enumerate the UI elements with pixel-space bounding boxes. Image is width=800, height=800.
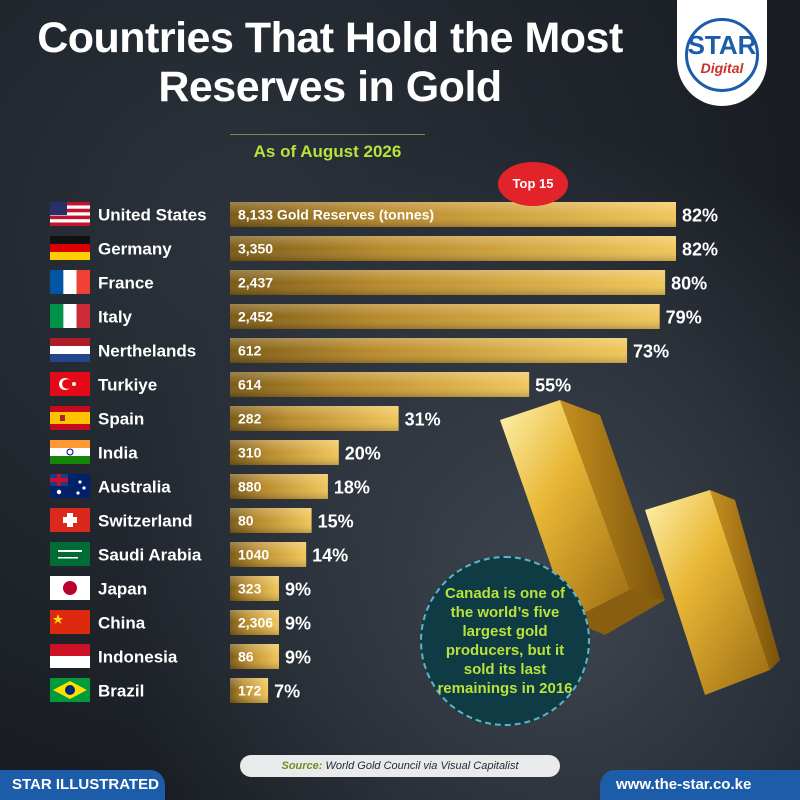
percent-label: 82%: [682, 206, 718, 226]
source-note: Source: World Gold Council via Visual Ca…: [240, 755, 560, 777]
reserve-value-label: 614: [238, 377, 262, 393]
cn-flag-icon: [50, 610, 90, 634]
country-label: Nerthelands: [98, 342, 196, 361]
bar-sheen: [230, 474, 328, 499]
id-flag-icon: [50, 644, 90, 668]
country-label: Italy: [98, 308, 133, 327]
bar-sheen: [230, 236, 676, 261]
subtitle: As of August 2026: [230, 134, 425, 162]
country-label: Saudi Arabia: [98, 546, 202, 565]
us-flag-icon: [50, 202, 90, 226]
percent-label: 79%: [666, 308, 702, 328]
es-flag-icon: [50, 406, 90, 430]
it-flag-icon: [50, 304, 90, 328]
percent-label: 20%: [345, 444, 381, 464]
footer-star-illustrated: STAR ILLUSTRATED: [0, 770, 165, 800]
bar-sheen: [230, 304, 660, 329]
flags-layer: [50, 202, 90, 702]
bar-sheen: [230, 372, 530, 397]
bars-layer: [230, 202, 676, 703]
star-digital-logo: STAR Digital: [677, 0, 767, 106]
percent-label: 80%: [671, 274, 707, 294]
country-label: Australia: [98, 478, 171, 497]
footer-website-link[interactable]: www.the-star.co.ke: [600, 770, 800, 800]
reserve-value-label: 86: [238, 649, 254, 665]
percent-label: 7%: [274, 682, 300, 702]
nl-flag-icon: [50, 338, 90, 362]
bar-sheen: [230, 440, 339, 465]
bar-sheen: [230, 576, 279, 601]
canada-callout: Canada is one of the world’s five larges…: [420, 556, 590, 726]
reserve-value-label: 323: [238, 581, 262, 597]
country-label: India: [98, 444, 138, 463]
bar-sheen: [230, 610, 279, 635]
reserve-value-label: 880: [238, 479, 262, 495]
country-label: Switzerland: [98, 512, 192, 531]
reserve-value-label: 1040: [238, 547, 269, 563]
source-text: World Gold Council via Visual Capitalist: [325, 760, 519, 772]
reserve-value-label: 2,306: [238, 615, 273, 631]
country-label: United States: [98, 206, 207, 225]
country-label: France: [98, 274, 154, 293]
au-flag-icon: [50, 474, 90, 498]
reserve-value-label: 612: [238, 343, 262, 359]
logo-name: STAR: [687, 30, 757, 60]
page-title: Countries That Hold the Most Reserves in…: [0, 14, 660, 112]
tr-flag-icon: [50, 372, 90, 396]
percent-label: 18%: [334, 478, 370, 498]
fr-flag-icon: [50, 270, 90, 294]
in-flag-icon: [50, 440, 90, 464]
reserve-value-label: 310: [238, 445, 262, 461]
percent-label: 9%: [285, 614, 311, 634]
country-label: Indonesia: [98, 648, 178, 667]
labels-layer: United States 8,133 Gold Reserves (tonnes…: [98, 206, 718, 702]
ch-flag-icon: [50, 508, 90, 532]
country-label: Brazil: [98, 682, 144, 701]
percent-label: 14%: [312, 546, 348, 566]
country-label: Spain: [98, 410, 144, 429]
bar-sheen: [230, 542, 307, 567]
bar-sheen: [230, 202, 676, 227]
title-line-1: Countries That Hold the Most: [37, 14, 623, 62]
reserve-value-label: 172: [238, 683, 262, 699]
country-label: Turkiye: [98, 376, 157, 395]
country-label: Germany: [98, 240, 172, 259]
logo-ring: [685, 18, 759, 92]
gold-bar-large: [500, 400, 665, 635]
percent-label: 15%: [318, 512, 354, 532]
reserve-value-label: 3,350: [238, 241, 273, 257]
reserve-value-label: 2,437: [238, 275, 273, 291]
percent-label: 9%: [285, 648, 311, 668]
jp-flag-icon: [50, 576, 90, 600]
percent-label: 73%: [633, 342, 669, 362]
percent-label: 31%: [405, 410, 441, 430]
country-label: Japan: [98, 580, 147, 599]
reserve-value-label: 8,133 Gold Reserves (tonnes): [238, 207, 434, 223]
reserve-value-label: 80: [238, 513, 254, 529]
logo-sub: Digital: [700, 60, 744, 76]
percent-label: 82%: [682, 240, 718, 260]
reserve-value-label: 282: [238, 411, 262, 427]
percent-label: 9%: [285, 580, 311, 600]
bar-sheen: [230, 406, 399, 431]
gold-bars-illustration: [500, 400, 780, 695]
percent-label: 55%: [535, 376, 571, 396]
bar-sheen: [230, 678, 269, 703]
bar-sheen: [230, 338, 628, 363]
country-label: China: [98, 614, 146, 633]
gold-bar-small: [645, 490, 780, 695]
top-15-badge: Top 15: [498, 162, 568, 206]
sa-flag-icon: [50, 542, 90, 566]
title-line-2: Reserves in Gold: [158, 63, 502, 111]
bar-sheen: [230, 270, 666, 295]
de-flag-icon: [50, 236, 90, 260]
bar-sheen: [230, 508, 312, 533]
reserve-value-label: 2,452: [238, 309, 273, 325]
br-flag-icon: [50, 678, 90, 702]
bar-sheen: [230, 644, 279, 669]
source-label: Source:: [281, 760, 323, 772]
